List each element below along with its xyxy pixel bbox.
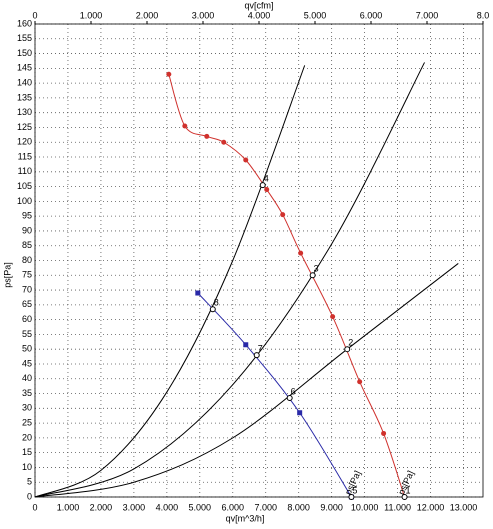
x2-axis-label: qv[cfm]: [244, 0, 273, 10]
marker: [330, 314, 336, 320]
y-tick-label: 115: [18, 151, 32, 161]
point-label: 4: [264, 173, 269, 183]
y-tick-label: 155: [17, 33, 32, 43]
marker: [264, 187, 270, 193]
x-tick-label: 7.000: [254, 502, 277, 512]
x-tick-label: 2.000: [90, 502, 113, 512]
x2-tick-label: 7.000: [416, 10, 439, 20]
marker: [166, 71, 172, 77]
series-line: [168, 74, 406, 498]
y-tick-label: 55: [22, 329, 32, 339]
x-tick-label: 10.000: [351, 502, 379, 512]
operating-point: [259, 182, 266, 189]
y-tick-label: 110: [18, 166, 32, 176]
y-tick-label: 160: [17, 18, 32, 28]
y-tick-label: 20: [22, 432, 32, 442]
x-tick-label: 3.000: [123, 502, 146, 512]
x-tick-label: 0: [32, 502, 37, 512]
y-tick-label: 90: [22, 225, 32, 235]
system-curve: [34, 62, 425, 498]
y-tick-label: 0: [27, 491, 32, 501]
operating-point: [253, 352, 260, 359]
x-tick-label: 1.000: [57, 502, 80, 512]
marker: [280, 212, 286, 218]
system-curve: [34, 65, 306, 498]
x2-tick-label: 0: [32, 10, 37, 20]
x-tick-label: 12.000: [417, 502, 445, 512]
y-tick-label: 80: [22, 255, 32, 265]
marker: [204, 133, 210, 139]
point-label: 2: [348, 338, 353, 348]
marker: [195, 290, 201, 296]
y-tick-label: 150: [17, 48, 32, 58]
x-axis-label: qv[m^3/h]: [226, 513, 265, 523]
y-tick-label: 120: [17, 137, 32, 147]
y-tick-label: 35: [22, 388, 32, 398]
plot-frame: [34, 23, 484, 498]
y-tick-label: 60: [22, 314, 32, 324]
y-tick-label: 100: [17, 196, 32, 206]
y-tick-label: 105: [17, 181, 32, 191]
operating-point: [209, 306, 216, 313]
series-line: [197, 292, 352, 498]
y-axis-label: ps[Pa]: [2, 262, 12, 288]
x-tick-label: 5.000: [189, 502, 212, 512]
point-label: 7: [258, 343, 263, 353]
y-tick-label: 40: [22, 373, 32, 383]
y-tick-label: 85: [22, 240, 32, 250]
x-tick-label: 8.000: [287, 502, 310, 512]
operating-point: [348, 494, 355, 500]
y-tick-label: 5: [27, 477, 32, 487]
point-label: 5: [352, 485, 357, 495]
y-tick-label: 135: [17, 92, 32, 102]
x2-tick-label: 1.000: [80, 10, 103, 20]
operating-point: [286, 394, 293, 401]
y-tick-label: 65: [22, 299, 32, 309]
operating-point: [344, 346, 351, 353]
y-tick-label: 30: [22, 403, 32, 413]
x2-tick-label: 6.000: [360, 10, 383, 20]
system-curve: [34, 263, 459, 498]
x-tick-label: 9.000: [320, 502, 343, 512]
y-tick-label: 50: [22, 344, 32, 354]
y-tick-label: 15: [22, 447, 32, 457]
point-label: 8: [214, 298, 219, 308]
y-tick-label: 45: [22, 358, 32, 368]
marker: [357, 379, 363, 385]
y-tick-label: 140: [17, 78, 32, 88]
y-tick-label: 130: [17, 107, 32, 117]
x2-tick-label: 8.0: [477, 10, 490, 20]
y-tick-label: 95: [22, 211, 32, 221]
y-tick-label: 145: [17, 63, 32, 73]
y-tick-label: 10: [22, 462, 32, 472]
operating-point: [309, 272, 316, 279]
x-tick-label: 13.000: [450, 502, 478, 512]
y-tick-label: 125: [17, 122, 32, 132]
y-tick-label: 75: [22, 270, 32, 280]
marker: [298, 250, 304, 256]
x-tick-label: 6.000: [221, 502, 244, 512]
marker: [297, 410, 303, 416]
point-label: 6: [291, 386, 296, 396]
x-tick-label: 11.000: [384, 502, 411, 512]
x2-tick-label: 3.000: [192, 10, 215, 20]
x2-tick-label: 4.000: [248, 10, 271, 20]
marker: [243, 157, 249, 163]
marker: [182, 123, 188, 129]
y-tick-label: 25: [22, 417, 32, 427]
marker: [243, 342, 249, 348]
marker: [381, 430, 387, 436]
x-tick-label: 4.000: [156, 502, 179, 512]
operating-point: [401, 494, 408, 500]
point-label: 3: [314, 264, 319, 274]
y-tick-label: 70: [22, 284, 32, 294]
x2-tick-label: 2.000: [136, 10, 159, 20]
marker: [221, 139, 227, 145]
x2-tick-label: 5.000: [304, 10, 327, 20]
point-label: 1: [406, 485, 411, 495]
